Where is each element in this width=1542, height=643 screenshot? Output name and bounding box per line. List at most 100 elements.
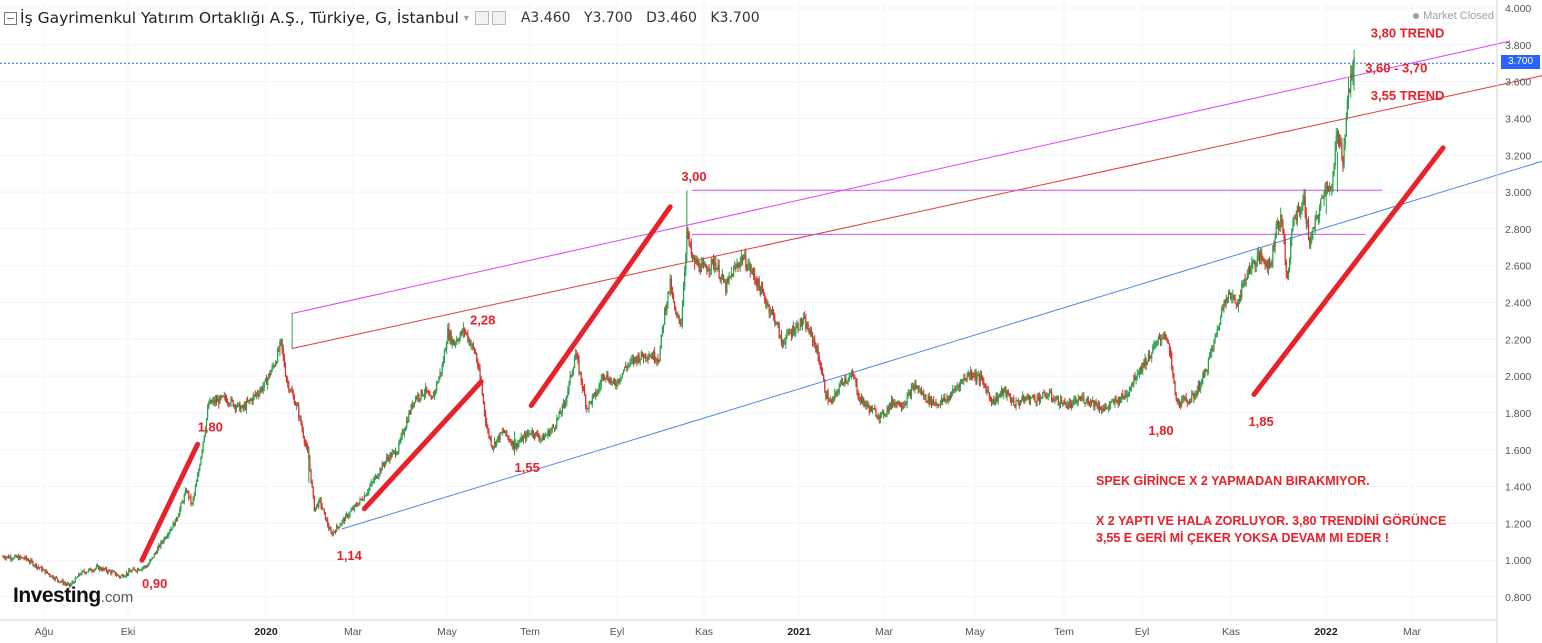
candle-body [1297,206,1300,210]
compare-icon[interactable] [491,11,506,25]
candle-body [740,256,742,261]
time-axis[interactable]: Ağu Eki 2020 Mar May Tem Eyl Kas 2021 Mar May Tem Ey… [0,619,1497,638]
candle-body [617,379,619,386]
candle-body [1141,366,1143,371]
candle-body [983,380,985,384]
candle-body [200,457,202,466]
candle-body [675,309,677,315]
candle-body [184,490,186,495]
candle-body [190,496,192,504]
candle-body [592,394,595,397]
candle-body [505,430,507,434]
candle-body [552,426,555,428]
candle-body [614,379,616,384]
candle-body [1237,304,1240,307]
candle-body [1283,231,1285,239]
candle-body [681,306,684,324]
price-axis[interactable]: 4.000 3.800 3.600 3.400 3.200 3.000 2.800 2.600… [1496,0,1531,643]
candle-body [59,581,61,583]
candle-body [309,458,311,470]
candle-body [208,403,210,409]
candle-body [682,286,685,307]
candle-body [423,393,426,396]
candle-body [619,378,621,382]
candle-body [1316,216,1318,218]
candle-body [939,401,942,406]
candle-body [1247,268,1250,274]
candle-body [1326,187,1328,189]
candle-body [838,386,840,393]
candle-body [292,393,294,397]
candle-body [1353,56,1355,63]
candle-body [264,378,267,382]
candle-body [27,560,30,562]
candle-body [948,396,950,401]
candle-body [49,573,51,576]
candle-body [581,381,583,388]
candle-body [61,580,63,582]
candle-body [734,266,736,269]
candle-body [1049,392,1052,394]
candle-body [952,389,954,395]
candle-body [785,337,787,344]
candle-body [662,324,665,329]
candle-body [51,575,53,577]
candle-body [1082,396,1084,398]
candle-body [75,577,77,579]
collapse-icon[interactable] [4,11,17,25]
candle-body [301,424,303,430]
candle-body [1178,399,1181,405]
candle-body [454,342,457,344]
candle-body [152,557,154,559]
candle-body [1161,338,1163,341]
candle-body [134,569,136,571]
candle-body [189,496,191,498]
candle-body [670,278,672,293]
candle-body [217,399,219,403]
candle-body [241,405,243,408]
candle-body [1181,398,1183,406]
candle-body [1217,326,1220,329]
candle-body [609,379,611,383]
candle-body [500,432,502,434]
candle-body [20,556,22,558]
candle-body [708,270,710,272]
candle-body [124,575,126,577]
candle-body [1177,399,1179,403]
candle-body [92,570,94,572]
candle-body [338,526,340,528]
candle-body [1284,238,1286,262]
x-tick-label: May [965,626,986,638]
candle-body [881,411,884,413]
candle-body [224,395,226,399]
candle-body [492,446,494,449]
candle-body [947,397,949,401]
candle-body [1089,399,1092,405]
candle-body [858,397,860,402]
candle-body [2,556,4,558]
candle-body [114,571,116,575]
candle-body [803,316,805,323]
candle-body [261,387,263,391]
candle-body [271,366,273,372]
candle-body [1157,337,1159,341]
candle-body [1296,206,1298,221]
candle-body [459,335,461,341]
candle-body [745,254,747,268]
candle-body [406,420,408,428]
candle-body [661,328,664,335]
symbol-title[interactable]: İş Gayrimenkul Yatırım Ortaklığı A.Ş., T… [20,9,459,27]
candle-body [1215,333,1217,337]
chevron-down-icon[interactable]: ▾ [463,12,469,24]
candle-body [1345,117,1347,136]
candle-body [776,322,778,324]
candle-body [704,264,706,266]
candle-body [436,382,438,390]
candle-body [1254,260,1256,267]
settings-icon[interactable] [474,11,489,25]
candle-body [597,389,599,394]
candle-body [481,384,483,395]
candle-body [596,393,598,396]
candle-body [1295,217,1297,221]
